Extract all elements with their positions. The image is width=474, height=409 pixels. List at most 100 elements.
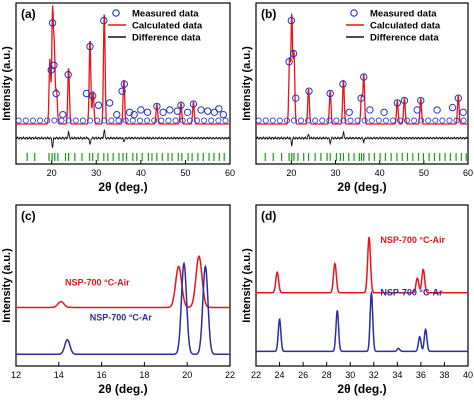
measured-point <box>122 117 129 124</box>
x-tick-label: 50 <box>419 168 429 178</box>
measured-point <box>453 117 460 124</box>
measured-point <box>360 73 368 81</box>
measured-point <box>446 117 453 124</box>
measured-point <box>183 108 192 116</box>
legend-label: Difference data <box>370 33 439 44</box>
series-curve <box>16 255 230 309</box>
measured-point <box>16 117 22 124</box>
measured-point <box>136 117 143 124</box>
plot-area <box>16 5 230 161</box>
x-tick-label: 26 <box>298 370 308 380</box>
x-tick-label: 38 <box>439 370 449 380</box>
measured-point <box>417 96 425 105</box>
x-tick-label: 20 <box>182 370 192 380</box>
plot-frame <box>15 2 231 165</box>
measured-point <box>432 117 439 124</box>
measured-point <box>204 107 212 115</box>
x-tick-label: 50 <box>180 168 190 178</box>
measured-point <box>404 117 411 124</box>
measured-point <box>37 117 44 124</box>
x-tick-label: 16 <box>97 370 107 380</box>
panel-b: 20 30 40 50 60 2θ (deg.) Intensity (a.u.) (b) Me… <box>241 2 473 194</box>
measured-point <box>292 94 300 102</box>
x-tick-label: 36 <box>416 370 426 380</box>
measured-point <box>100 16 108 25</box>
plot-area <box>16 255 230 356</box>
measured-point <box>340 117 347 124</box>
measured-point <box>115 117 122 124</box>
measured-point <box>393 99 402 107</box>
x-tick-label: 30 <box>345 370 355 380</box>
measured-point <box>210 108 219 116</box>
measured-point <box>366 106 374 114</box>
measured-point <box>44 117 51 124</box>
measured-point <box>361 117 368 124</box>
measured-point <box>380 108 388 116</box>
measured-point <box>411 117 418 124</box>
measured-point <box>425 117 432 124</box>
x-tick-label: 22 <box>225 370 235 380</box>
measured-point <box>88 92 97 100</box>
measured-point <box>86 42 94 51</box>
measured-point <box>158 117 165 124</box>
measured-point <box>125 108 134 116</box>
measured-point <box>108 117 115 124</box>
measured-point <box>151 117 158 124</box>
measured-point <box>58 117 65 124</box>
measured-point <box>454 94 462 102</box>
measured-point <box>186 117 193 124</box>
legend-label: Measured data <box>132 9 199 20</box>
plot-frame <box>15 204 231 367</box>
calculated-curve <box>256 13 468 125</box>
measured-point <box>129 117 136 124</box>
measured-point <box>166 106 174 114</box>
measured-point <box>339 80 347 88</box>
measured-point <box>219 110 228 119</box>
measured-point <box>137 106 145 114</box>
y-axis-label: Intensity (a.u.) <box>1 46 13 121</box>
measured-point <box>256 117 262 124</box>
x-tick-label: 30 <box>91 168 101 178</box>
measured-point <box>105 99 114 107</box>
measured-point <box>51 117 58 124</box>
measured-point <box>179 117 186 124</box>
measured-point <box>64 70 72 79</box>
series-curve <box>16 261 230 356</box>
measured-point <box>87 117 94 124</box>
measured-point <box>215 117 222 124</box>
panel-c: 12 14 16 18 20 22 2θ (deg.) Intensity (a.u.) (c)… <box>1 204 235 396</box>
calculated-curve <box>16 5 230 125</box>
measured-point <box>172 117 179 124</box>
measured-point <box>290 117 297 124</box>
measured-point <box>101 117 108 124</box>
measured-point <box>389 117 396 124</box>
measured-point <box>326 117 333 124</box>
measured-point <box>319 117 326 124</box>
measured-point <box>413 106 421 114</box>
measured-point <box>400 96 409 105</box>
measured-point <box>29 117 36 124</box>
x-tick-label: 18 <box>139 370 149 380</box>
x-tick-label: 60 <box>463 168 473 178</box>
x-tick-label: 22 <box>251 370 261 380</box>
measured-point <box>357 94 365 102</box>
measured-point <box>189 100 198 108</box>
measured-point <box>396 117 403 124</box>
measured-point <box>208 117 215 124</box>
measured-point <box>120 80 129 88</box>
measured-point <box>354 117 361 124</box>
measured-point <box>368 117 375 124</box>
panel-label: (a) <box>21 7 36 21</box>
x-axis-label: 2θ (deg.) <box>98 382 147 396</box>
x-tick-label: 40 <box>375 168 385 178</box>
panel-label: (c) <box>21 209 36 223</box>
x-axis-label: 2θ (deg.) <box>337 180 386 194</box>
series-label: NSP-700 °C-Ar <box>380 288 443 298</box>
measured-point <box>173 107 182 115</box>
measured-point <box>52 89 60 98</box>
measured-point <box>143 108 152 116</box>
measured-point <box>345 108 353 116</box>
measured-point <box>333 117 340 124</box>
measured-point <box>82 89 91 98</box>
